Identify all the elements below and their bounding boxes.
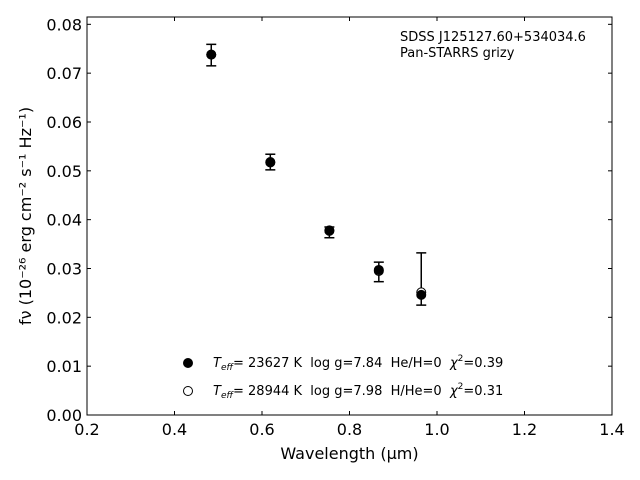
annotation-object-name: SDSS J125127.60+534034.6 — [400, 30, 586, 45]
y-tick-label: 0.00 — [46, 406, 82, 425]
legend-entry-filled: Teff= 23627 K log g=7.84 He/H=0 χ2=0.39 — [213, 354, 503, 373]
legend-marker-open — [183, 386, 193, 396]
x-tick-label: 0.6 — [249, 420, 274, 439]
x-tick-label: 1.4 — [599, 420, 624, 439]
axis-ticks: 0.2 0.4 0.6 0.8 1.0 1.2 1.4 0.00 0.01 0.02 0.03 0.0… — [46, 15, 624, 439]
y-tick-label: 0.05 — [46, 162, 82, 181]
x-tick-label: 0.2 — [74, 420, 99, 439]
data-point-filled — [324, 225, 335, 236]
data-point-filled — [265, 157, 276, 168]
annotation-survey: Pan-STARRS grizy — [400, 46, 515, 61]
y-tick-label: 0.08 — [46, 15, 82, 34]
legend-entry-open: Teff= 28944 K log g=7.98 H/He=0 χ2=0.31 — [213, 382, 503, 401]
data-point-filled — [373, 264, 384, 275]
legend: Teff= 23627 K log g=7.84 He/H=0 χ2=0.39 … — [183, 354, 503, 401]
y-tick-label: 0.01 — [46, 357, 82, 376]
y-axis-label: fν (10⁻²⁶ erg cm⁻² s⁻¹ Hz⁻¹) — [16, 107, 35, 325]
data-point-filled — [206, 49, 217, 60]
y-tick-label: 0.07 — [46, 64, 82, 83]
x-tick-label: 1.2 — [512, 420, 537, 439]
x-tick-label: 0.8 — [337, 420, 362, 439]
legend-marker-filled — [183, 358, 193, 368]
data-point-filled — [416, 289, 427, 300]
x-axis-label: Wavelength (μm) — [280, 444, 418, 463]
y-tick-label: 0.02 — [46, 308, 82, 327]
y-tick-label: 0.03 — [46, 259, 82, 278]
x-tick-label: 1.0 — [424, 420, 449, 439]
x-tick-label: 0.4 — [162, 420, 187, 439]
y-tick-label: 0.04 — [46, 211, 82, 230]
plot-area — [86, 16, 613, 416]
data-markers — [206, 49, 427, 300]
y-tick-label: 0.06 — [46, 113, 82, 132]
